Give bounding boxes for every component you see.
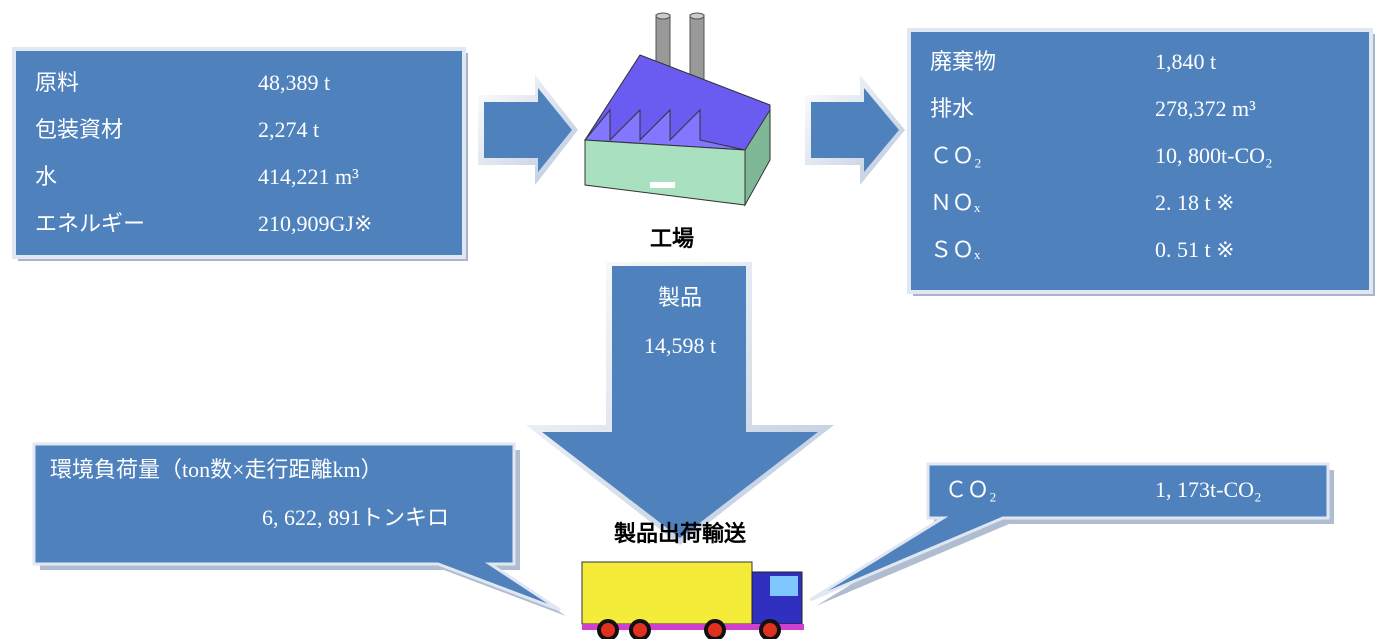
- product-label: 製品: [658, 285, 702, 310]
- input-label: 包装資材: [35, 117, 123, 142]
- input-value: 48,389 t: [258, 70, 330, 95]
- load-title: 環境負荷量（ton数×走行距離km）: [50, 457, 383, 482]
- input-label: エネルギー: [35, 211, 145, 236]
- output-value: 278,372 m³: [1155, 96, 1256, 121]
- input-value: 2,274 t: [258, 117, 319, 142]
- emission-value: 1, 173t-CO₂: [1155, 477, 1262, 502]
- factory-icon: [585, 13, 770, 205]
- input-value: 210,909GJ※: [258, 211, 372, 236]
- output-value: 0. 51 t ※: [1155, 237, 1235, 262]
- output-label: 排水: [930, 96, 974, 121]
- diagram: 工場 製品 14,598 t 環境負荷量（ton数×走行距離km） 6, 622…: [0, 0, 1383, 639]
- output-label: ＣＯ₂: [930, 143, 982, 168]
- output-label: ＮＯₓ: [930, 190, 981, 215]
- product-value: 14,598 t: [644, 333, 716, 358]
- emission-label: ＣＯ₂: [945, 477, 997, 502]
- output-value: 10, 800t-CO₂: [1155, 143, 1273, 168]
- factory-label: 工場: [650, 227, 694, 252]
- output-label: 廃棄物: [930, 49, 996, 74]
- truck-icon: [582, 562, 804, 639]
- input-label: 原料: [35, 70, 79, 95]
- output-label: ＳＯₓ: [930, 237, 981, 262]
- output-value: 1,840 t: [1155, 49, 1216, 74]
- input-value: 414,221 m³: [258, 164, 359, 189]
- input-label: 水: [35, 164, 57, 189]
- output-value: 2. 18 t ※: [1155, 190, 1235, 215]
- transport-label: 製品出荷輸送: [613, 521, 746, 547]
- load-value: 6, 622, 891トンキロ: [262, 505, 449, 530]
